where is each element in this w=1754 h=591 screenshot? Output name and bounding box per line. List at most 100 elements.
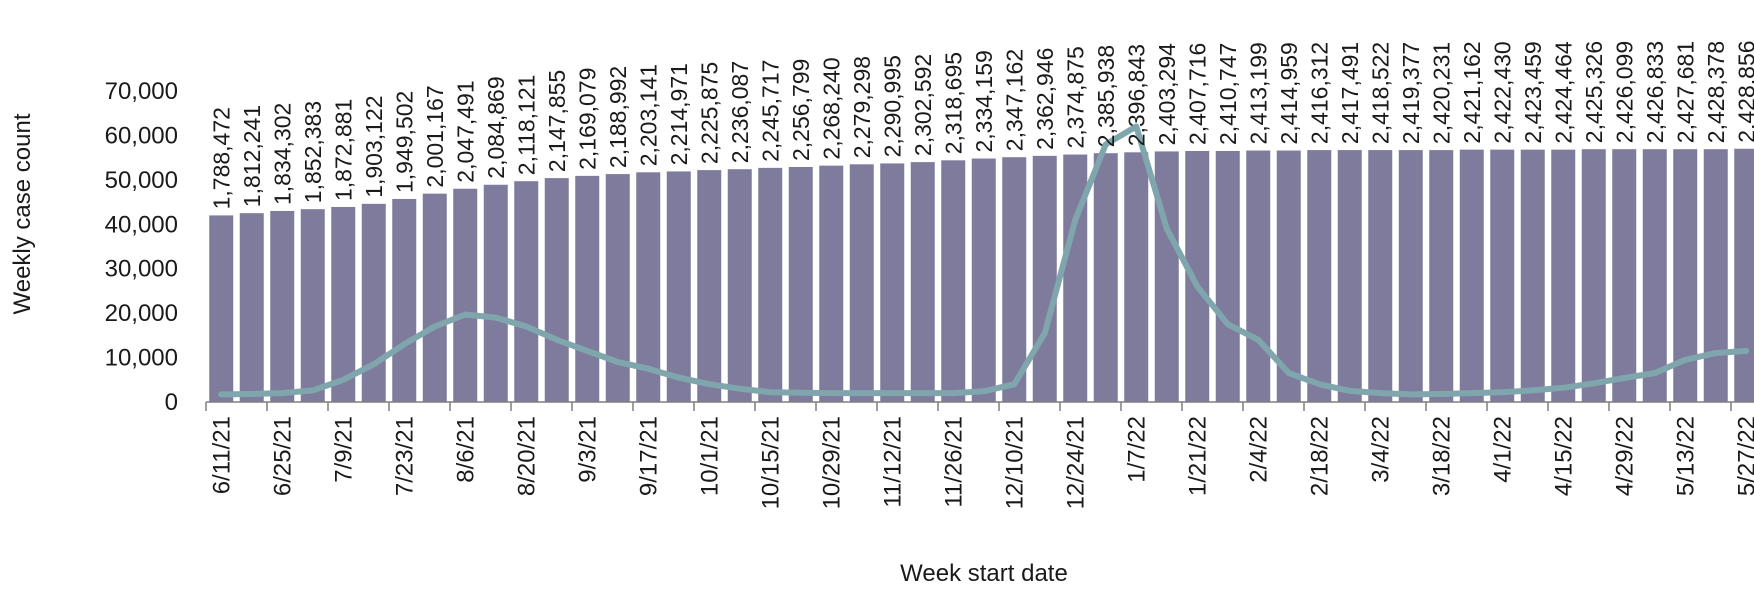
bar-data-label: 2,362,946 [1032,48,1058,150]
x-tick-label: 4/15/22 [1550,416,1577,496]
x-tick-label: 9/17/21 [635,416,662,496]
bar-data-label: 2,334,159 [971,50,997,152]
bar-data-label: 2,403,294 [1154,43,1180,146]
bar-data-label: 2,413,199 [1245,42,1271,144]
line-series [218,123,1750,398]
bar [849,164,874,402]
bar [666,171,691,402]
bar [758,167,783,402]
x-tick-label: 3/18/22 [1428,416,1455,496]
bar [1703,149,1728,402]
bar [453,188,478,402]
bar-data-label: 2,225,875 [696,62,722,164]
bar [697,170,722,402]
bar [300,209,325,402]
bar [1612,149,1637,402]
bar-data-label: 2,414,959 [1276,42,1302,144]
bar-data-label: 2,279,298 [849,56,875,158]
y-axis: 0 10,000 20,000 30,000 40,000 50,000 60,000 70,… [105,78,178,416]
bar [1215,150,1240,402]
bar-data-label: 2,416,312 [1306,42,1332,144]
x-tick-label: 7/9/21 [330,416,357,483]
x-axis: 6/11/21 6/25/21 7/9/21 7/23/21 8/6/21 8/20/21… [205,401,1754,509]
bar [544,178,569,402]
bar-data-label: 2,410,747 [1215,43,1241,145]
y-tick-label: 10,000 [105,345,178,372]
bar-data-label: 1,852,383 [300,101,326,203]
bar-data-label: 2,256,799 [788,59,814,161]
x-tick-label: 5/27/22 [1733,416,1754,496]
bar-data-label: 2,422,430 [1489,41,1515,143]
bar [514,181,539,402]
x-tick-label: 11/26/21 [940,416,967,508]
bar [1307,150,1332,402]
bar [422,193,447,402]
y-tick-label: 70,000 [105,78,178,105]
bar [819,165,844,402]
bar-data-label: 2,374,875 [1062,46,1088,148]
x-tick-label: 2/4/22 [1245,416,1272,483]
bar [1581,149,1606,402]
x-tick-label: 1/7/22 [1123,416,1150,483]
x-tick-label: 12/24/21 [1062,416,1089,509]
bar-data-label: 2,428,856 [1733,40,1754,142]
x-tick-label: 10/1/21 [696,416,723,496]
bar [1032,155,1057,402]
x-tick-label: 9/3/21 [574,416,601,483]
bar-data-label: 2,417,491 [1337,42,1363,144]
bar-data-label: 2,203,141 [635,64,661,166]
x-tick-label: 10/29/21 [818,416,845,509]
y-tick-label: 30,000 [105,256,178,283]
bar-data-label: 2,426,099 [1611,41,1637,143]
x-tick-label: 10/15/21 [757,416,784,509]
weekly-case-line [218,123,1750,398]
bar-data-label: 2,290,995 [879,55,905,157]
bar [331,206,356,402]
bar-data-label: 2,385,938 [1093,45,1119,147]
bar-data-label: 2,427,681 [1672,41,1698,143]
bar-data-label: 2,084,869 [483,76,509,178]
x-tick-label: 6/11/21 [208,416,235,494]
bar-data-label: 1,903,122 [361,95,387,197]
bar [1520,149,1545,402]
x-axis-title: Week start date [900,560,1068,587]
x-tick-label: 3/4/22 [1367,416,1394,483]
bar-data-label: 2,421,162 [1459,41,1485,143]
bar-data-label: 2,420,231 [1428,42,1454,144]
bar-data-label: 1,834,302 [269,103,295,205]
bar [1337,150,1362,402]
bar-data-label: 2,268,240 [818,57,844,159]
y-tick-label: 20,000 [105,300,178,327]
bar [1093,153,1118,402]
x-tick-label: 5/13/22 [1672,416,1699,496]
bar [880,163,905,402]
bar-data-label: 1,949,502 [391,91,417,193]
x-tick-label: 7/23/21 [391,416,418,496]
bar-data-label: 2,047,491 [452,80,478,182]
bar [788,166,813,402]
bar-data-label: 2,347,162 [1001,49,1027,151]
bar [270,210,295,402]
bar-data-label: 2,419,377 [1398,42,1424,144]
bar [575,175,600,402]
bar [239,213,264,402]
bar-data-label: 2,423,459 [1520,41,1546,143]
bar [941,160,966,402]
bar [1398,150,1423,402]
bar-data-label: 2,302,592 [910,54,936,156]
bar [636,172,661,402]
x-tick-label: 12/10/21 [1001,416,1028,509]
bar-data-label: 1,812,241 [239,105,265,207]
bar [1551,149,1576,402]
y-tick-label: 40,000 [105,211,178,238]
bar-data-label: 2,236,087 [727,61,753,163]
x-tick-label: 11/12/21 [879,416,906,508]
bar [1124,152,1149,402]
bar-data-label: 2,318,695 [940,52,966,154]
bar-data-label: 2,214,971 [666,63,692,165]
bar-data-label: 2,407,716 [1184,43,1210,145]
x-tick-label: 2/18/22 [1306,416,1333,496]
x-tick-label: 6/25/21 [269,416,296,496]
bar-data-label: 2,418,522 [1367,42,1393,144]
bar [209,215,234,402]
